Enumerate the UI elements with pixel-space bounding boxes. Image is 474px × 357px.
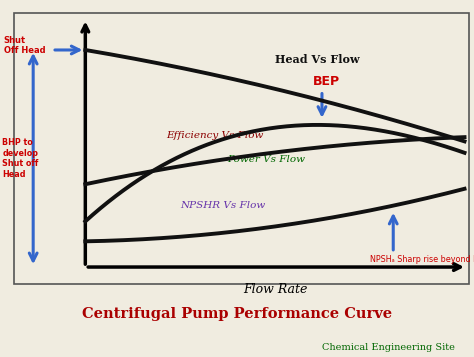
Text: Flow Rate: Flow Rate	[243, 283, 307, 296]
Text: Power Vs Flow: Power Vs Flow	[228, 155, 306, 165]
Text: NPSHR Vs Flow: NPSHR Vs Flow	[180, 201, 265, 210]
Text: Centrifugal Pump Performance Curve: Centrifugal Pump Performance Curve	[82, 307, 392, 321]
Text: BEP: BEP	[313, 75, 340, 88]
Text: BHP to
develop
Shut off
Head: BHP to develop Shut off Head	[2, 139, 39, 178]
Text: Shut
Off Head: Shut Off Head	[4, 36, 46, 55]
Text: NPSHₐ Sharp rise beyond BEP: NPSHₐ Sharp rise beyond BEP	[370, 255, 474, 264]
Text: Chemical Engineering Site: Chemical Engineering Site	[322, 343, 455, 352]
Text: Efficiency Vs Flow: Efficiency Vs Flow	[166, 131, 263, 140]
Text: Head Vs Flow: Head Vs Flow	[275, 55, 360, 65]
Bar	[14, 13, 469, 284]
